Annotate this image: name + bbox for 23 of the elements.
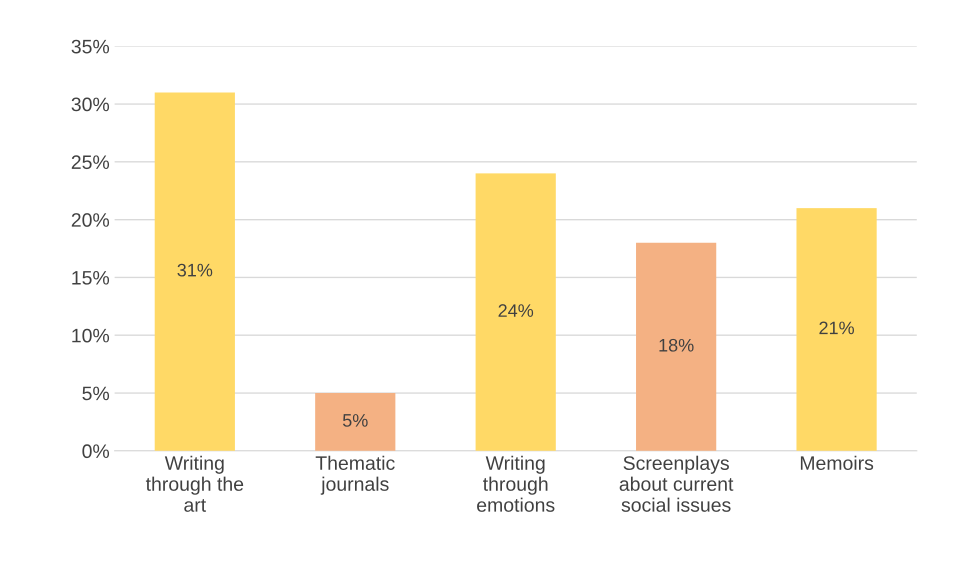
data-label: 31%	[177, 264, 212, 277]
bar	[796, 208, 877, 451]
y-tick-label: 35%	[72, 40, 110, 54]
x-tick-label: Screenplays about current social issues	[620, 456, 734, 512]
y-tick-label: 20%	[72, 213, 110, 227]
y-tick-label: 25%	[72, 155, 110, 170]
data-label: 18%	[659, 338, 694, 352]
data-label: 24%	[498, 304, 534, 317]
y-tick-label: 15%	[72, 270, 110, 285]
x-tick-label: Writing through the art	[146, 456, 244, 512]
bar	[636, 242, 716, 451]
y-tick-label: 0%	[82, 444, 110, 458]
bar	[476, 173, 556, 451]
data-label: 21%	[819, 322, 854, 334]
bar	[315, 393, 396, 451]
bar	[154, 92, 235, 451]
x-tick-label: Thematic journals	[316, 456, 395, 495]
y-tick-label: 5%	[82, 386, 110, 400]
x-tick-label: Memoirs	[800, 456, 874, 470]
data-label: 5%	[342, 414, 368, 427]
y-tick-label: 10%	[72, 328, 110, 342]
x-tick-label: Writing through emotions	[477, 456, 554, 512]
y-tick-label: 30%	[72, 98, 110, 112]
